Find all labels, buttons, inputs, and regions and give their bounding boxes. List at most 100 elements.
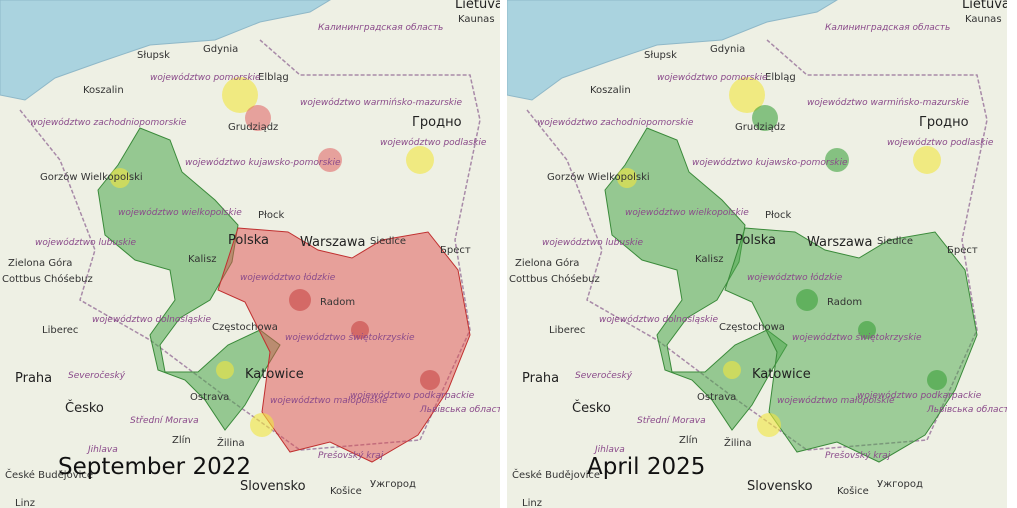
place-label: Ostrava — [697, 392, 736, 403]
place-label: województwo małopolskie — [270, 395, 388, 406]
place-label: Ostrava — [190, 392, 229, 403]
region-east — [217, 227, 471, 463]
region-west — [97, 127, 281, 431]
zone — [351, 321, 369, 339]
zone — [796, 289, 818, 311]
place-label: Warszawa — [300, 235, 366, 250]
place-label: Płock — [765, 210, 791, 221]
place-label: województwo kujawsko-pomorskie — [692, 157, 848, 168]
country-border — [526, 39, 988, 451]
place-label: Kalisz — [695, 254, 724, 265]
place-label: Гродно — [412, 115, 462, 130]
place-label: województwo zachodniopomorskie — [537, 117, 694, 128]
zone — [927, 370, 947, 390]
hotspot — [617, 168, 637, 188]
place-label: województwo łódzkie — [240, 272, 336, 283]
place-label: Jihlava — [593, 445, 625, 455]
place-label: Львівська область — [419, 405, 507, 415]
place-label: Siedlce — [877, 236, 913, 247]
zone — [420, 370, 440, 390]
place-label: Linz — [522, 498, 542, 508]
place-label: województwo pomorskie — [657, 72, 768, 83]
place-label: Liberec — [42, 325, 78, 336]
place-label: Koszalin — [590, 85, 631, 96]
place-label: województwo wielkopolskie — [118, 207, 242, 218]
place-label: Zielona Góra — [515, 257, 579, 269]
place-label: województwo wielkopolskie — [625, 207, 749, 218]
country-border — [19, 39, 481, 451]
place-label: Linz — [15, 498, 35, 508]
place-label: województwo świętokrzyskie — [285, 332, 415, 343]
place-label: województwo zachodniopomorskie — [30, 117, 187, 128]
place-label: województwo łódzkie — [747, 272, 843, 283]
hotspot — [913, 146, 941, 174]
place-label: Košice — [330, 485, 362, 497]
place-label: Zlín — [679, 434, 698, 446]
place-label: Radom — [320, 297, 355, 308]
place-label: Žilina — [724, 436, 752, 449]
place-label: województwo małopolskie — [777, 395, 895, 406]
place-label: Severočeský — [575, 370, 633, 381]
place-label: Jihlava — [86, 445, 118, 455]
place-label: Elbląg — [765, 72, 796, 83]
place-label: Střední Morava — [637, 416, 706, 426]
region-east — [724, 227, 978, 463]
divider — [500, 0, 507, 508]
place-label: województwo dolnośląskie — [599, 314, 719, 325]
hotspot — [723, 361, 741, 379]
place-label: Česko — [65, 400, 104, 416]
place-label: Koszalin — [83, 85, 124, 96]
place-label: województwo lubuskie — [542, 237, 643, 248]
place-label: Kalisz — [188, 254, 217, 265]
place-label: Zlín — [172, 434, 191, 446]
place-label: Płock — [258, 210, 284, 221]
hotspot — [110, 168, 130, 188]
place-label: Калининградская область — [825, 23, 950, 33]
place-label: województwo podkarpackie — [857, 390, 982, 401]
place-label: Cottbus Chóśebuz — [509, 273, 600, 285]
place-label: Lietuva — [962, 0, 1010, 12]
place-label: Брест — [440, 245, 471, 256]
place-label: Prešovský kraj — [825, 450, 891, 461]
place-label: Gorzów Wielkopolski — [547, 171, 650, 183]
place-label: województwo podlaskie — [380, 137, 487, 148]
place-label: Praha — [15, 371, 52, 386]
place-label: Slovensko — [747, 479, 813, 494]
place-label: Grudziądz — [228, 122, 278, 133]
place-label: Slovensko — [240, 479, 306, 494]
sea — [507, 0, 838, 101]
place-label: Częstochowa — [719, 322, 785, 333]
place-label: Siedlce — [370, 236, 406, 247]
place-label: Grudziądz — [735, 122, 785, 133]
zone — [752, 105, 778, 131]
place-label: województwo pomorskie — [150, 72, 261, 83]
place-label: Radom — [827, 297, 862, 308]
map-panel: Lietuva Kaunas Калининградская область Słup… — [0, 0, 507, 508]
place-label: Gorzów Wielkopolski — [40, 171, 143, 183]
place-label: Žilina — [217, 436, 245, 449]
place-label: Střední Morava — [130, 416, 199, 426]
place-label: České Budějovice — [512, 468, 600, 481]
map-panel: Lietuva Kaunas Калининградская область Słup… — [507, 0, 1010, 508]
place-label: České Budějovice — [5, 468, 93, 481]
place-label: Katowice — [245, 367, 304, 382]
hotspot — [406, 146, 434, 174]
place-label: Cottbus Chóśebuz — [2, 273, 93, 285]
place-label: Lietuva — [455, 0, 503, 12]
sea — [0, 0, 331, 101]
place-label: Warszawa — [807, 235, 873, 250]
place-label: województwo warmińsko-mazurskie — [807, 97, 969, 108]
place-label: Česko — [572, 400, 611, 416]
place-label: Słupsk — [137, 50, 170, 61]
place-label: Ужгород — [370, 479, 416, 490]
place-label: Kaunas — [458, 14, 495, 25]
place-label: województwo podlaskie — [887, 137, 994, 148]
place-label: Liberec — [549, 325, 585, 336]
place-label: województwo kujawsko-pomorskie — [185, 157, 341, 168]
place-label: Брест — [947, 245, 978, 256]
place-label: województwo świętokrzyskie — [792, 332, 922, 343]
place-label: Praha — [522, 371, 559, 386]
place-label: Częstochowa — [212, 322, 278, 333]
place-label: Severočeský — [68, 370, 126, 381]
